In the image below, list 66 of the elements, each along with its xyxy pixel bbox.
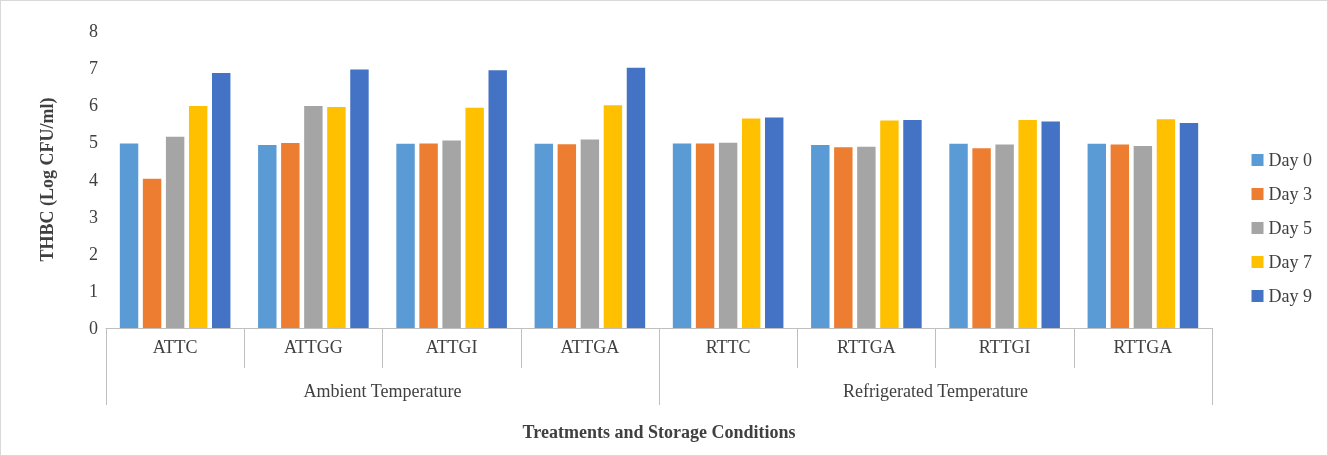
- bar: [142, 178, 162, 328]
- bar: [834, 147, 853, 328]
- bar: [603, 105, 623, 328]
- text: Refrigerated Temperature: [843, 381, 1028, 401]
- bar: [165, 136, 185, 328]
- legend-label: Day 5: [1268, 218, 1313, 238]
- bar: [327, 107, 346, 328]
- bar: [672, 143, 692, 328]
- bar: [188, 105, 208, 328]
- y-tick-label: 7: [89, 58, 98, 79]
- bar: [488, 70, 507, 328]
- y-tick-label: 4: [89, 169, 98, 190]
- bar: [1110, 144, 1130, 328]
- y-tick-label: 2: [89, 243, 98, 264]
- x-tick-label: RTTGI: [978, 337, 1031, 357]
- bar: [304, 105, 323, 328]
- bar: [557, 144, 577, 328]
- bar: [534, 143, 554, 328]
- x-tick-label: ATTGI: [425, 337, 478, 357]
- x-tick-label: ATTC: [152, 337, 198, 357]
- legend-label: Day 7: [1268, 252, 1313, 272]
- bar: [1179, 123, 1199, 328]
- legend-label: Day 9: [1268, 286, 1313, 306]
- bar: [880, 120, 899, 328]
- bar: [626, 67, 646, 328]
- bar: [1041, 121, 1060, 328]
- bar: [764, 117, 784, 328]
- bar: [949, 143, 968, 328]
- bar: [396, 143, 415, 328]
- bar: [442, 140, 461, 328]
- bar: [281, 143, 300, 328]
- bar: [857, 146, 876, 328]
- bar: [903, 120, 922, 328]
- bar: [1156, 119, 1176, 328]
- text: Ambient Temperature: [303, 381, 462, 401]
- y-tick-label: 1: [89, 280, 98, 301]
- x-tick-label: ATTGA: [560, 337, 620, 357]
- bar: [695, 143, 715, 328]
- bar: [1018, 120, 1037, 328]
- bar: [1087, 143, 1107, 328]
- bar: [580, 139, 600, 328]
- bar: [718, 142, 738, 328]
- bar: [995, 144, 1014, 328]
- bar: [350, 69, 369, 328]
- y-tick-label: 5: [89, 132, 98, 153]
- bar: [811, 144, 830, 328]
- bar: [258, 144, 277, 328]
- bar: [465, 107, 484, 328]
- x-tick-label: RTTC: [705, 337, 751, 357]
- bar: [741, 118, 761, 328]
- y-tick-label: 8: [89, 21, 98, 41]
- bar: [119, 143, 139, 328]
- y-tick-label: 6: [89, 95, 98, 116]
- bar: [972, 148, 991, 328]
- legend-label: Day 0: [1268, 150, 1313, 170]
- x-axis-title: Treatments and Storage Conditions: [522, 422, 796, 442]
- bar: [419, 143, 438, 328]
- bar: [1133, 146, 1153, 328]
- y-tick-label: 0: [89, 318, 98, 338]
- x-tick-label: RTTGA: [836, 337, 896, 357]
- y-tick-label: 3: [89, 206, 98, 227]
- x-tick-label: ATTGG: [283, 337, 343, 357]
- y-axis-title: THBC (Log CFU/ml): [37, 97, 58, 262]
- x-tick-label: RTTGA: [1113, 337, 1173, 357]
- legend-label: Day 3: [1268, 184, 1313, 204]
- bar: [211, 72, 231, 328]
